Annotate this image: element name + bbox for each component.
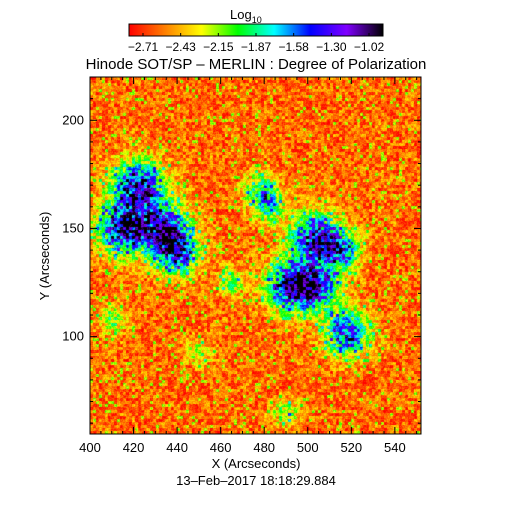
- x-tick-label: 480: [253, 440, 275, 455]
- x-tick-label: 500: [297, 440, 319, 455]
- x-axis: 400 420 440 460 480 500 520 540: [79, 77, 418, 455]
- colorbar-tick-label: −2.15: [203, 40, 234, 54]
- x-tick-label: 540: [384, 440, 406, 455]
- colorbar-ticks: −2.71 −2.43 −2.15 −1.87 −1.58 −1.30 −1.02: [128, 33, 385, 54]
- colorbar-tick-label: −1.30: [316, 40, 347, 54]
- y-tick-label: 200: [62, 112, 84, 127]
- chart-title: Hinode SOT/SP – MERLIN : Degree of Polar…: [86, 56, 427, 73]
- colorbar-label: Log10: [230, 7, 262, 25]
- x-tick-label: 520: [340, 440, 362, 455]
- colorbar-tick-label: −1.02: [354, 40, 385, 54]
- y-axis-label: Y (Arcseconds): [37, 212, 52, 301]
- y-axis: 100 150 200: [62, 76, 421, 424]
- y-tick-label: 150: [62, 220, 84, 235]
- x-tick-label: 460: [210, 440, 232, 455]
- colorbar-tick-label: −2.71: [128, 40, 159, 54]
- colorbar-tick-label: −1.58: [278, 40, 309, 54]
- x-tick-label: 400: [79, 440, 101, 455]
- colorbar-tick-label: −2.43: [165, 40, 196, 54]
- plot-frame: [89, 76, 422, 435]
- y-tick-label: 100: [62, 329, 84, 344]
- x-tick-label: 420: [123, 440, 145, 455]
- x-axis-label: X (Arcseconds): [212, 456, 301, 471]
- heatmap-image: [90, 77, 421, 434]
- colorbar-tick-label: −1.87: [241, 40, 272, 54]
- x-tick-label: 440: [166, 440, 188, 455]
- timestamp: 13–Feb–2017 18:18:29.884: [176, 473, 336, 488]
